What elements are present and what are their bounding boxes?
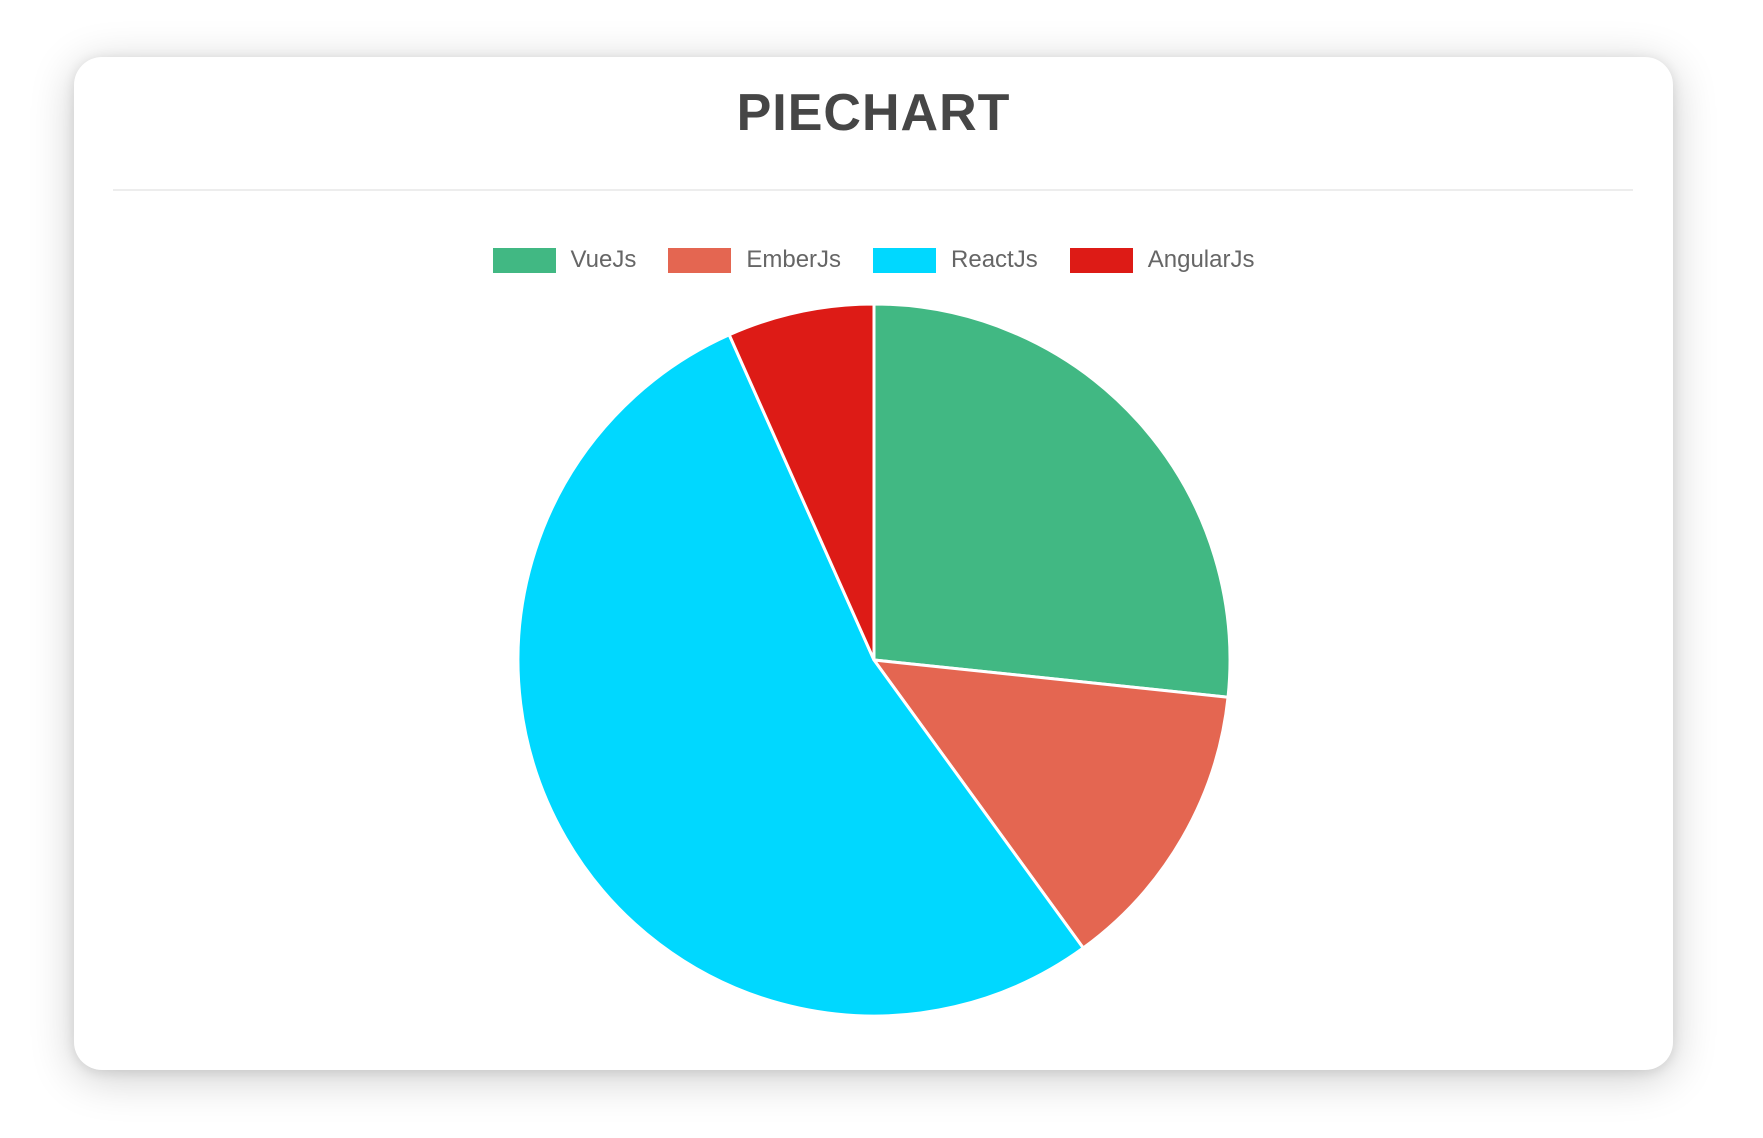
chart-title: PIECHART <box>736 84 1011 142</box>
legend-label-vuejs: VueJs <box>570 246 637 273</box>
title-divider <box>113 189 1633 191</box>
chart-legend: VueJs EmberJs ReactJs AngularJs <box>74 246 1673 274</box>
legend-swatch-vuejs <box>492 247 556 273</box>
pie-chart-svg <box>515 302 1231 1018</box>
legend-item-angularjs[interactable]: AngularJs <box>1069 246 1255 274</box>
legend-label-reactjs: ReactJs <box>951 246 1038 273</box>
legend-swatch-angularjs <box>1069 247 1133 273</box>
legend-item-vuejs[interactable]: VueJs <box>492 246 637 274</box>
legend-item-emberjs[interactable]: EmberJs <box>668 246 841 274</box>
legend-label-angularjs: AngularJs <box>1147 246 1255 273</box>
pie-slice-vuejs[interactable] <box>872 302 1231 699</box>
pie-slice-emberjs[interactable] <box>872 658 1230 950</box>
pie-slice-reactjs[interactable] <box>515 333 1085 1018</box>
pie-slice-angularjs[interactable] <box>727 302 875 662</box>
legend-item-reactjs[interactable]: ReactJs <box>873 246 1038 274</box>
legend-label-emberjs: EmberJs <box>746 246 842 273</box>
legend-swatch-emberjs <box>668 247 732 273</box>
chart-card: PIECHART VueJs EmberJs ReactJs AngularJs <box>74 57 1673 1070</box>
legend-swatch-reactjs <box>873 247 937 273</box>
pie-chart <box>514 300 1234 1020</box>
